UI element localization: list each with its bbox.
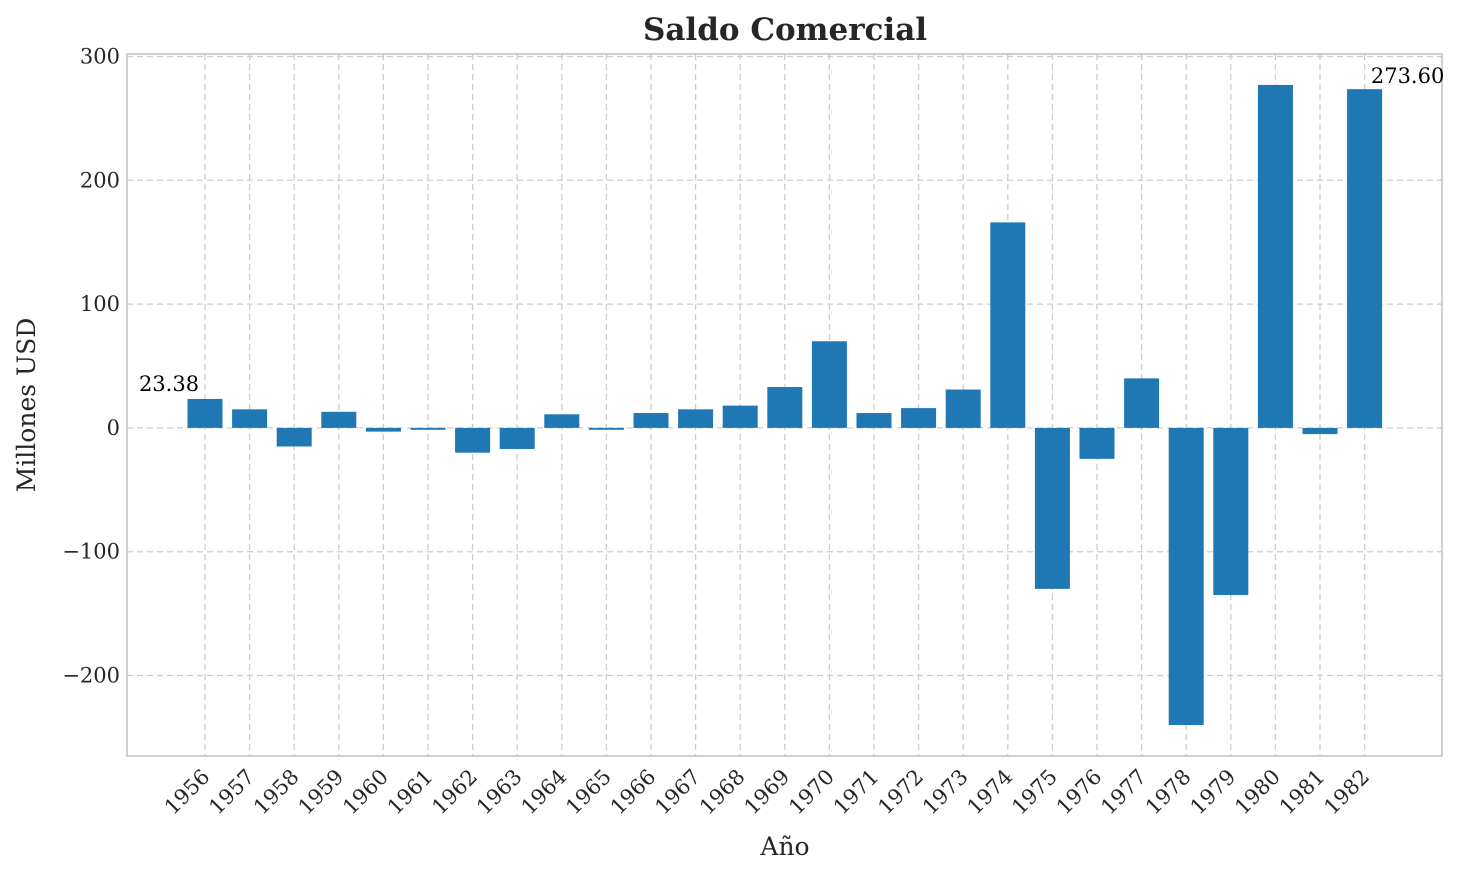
bar [321,411,357,428]
bar [856,413,892,428]
bar [1124,378,1160,428]
data-label: 23.38 [139,372,199,396]
bar [1347,89,1383,428]
bar [276,427,312,447]
bar [187,398,223,428]
y-tick-label: 200 [80,168,120,192]
y-tick-label: −200 [62,664,120,688]
bar [1302,427,1338,435]
bar [410,427,446,430]
x-axis-label: Año [759,832,809,861]
bar [990,222,1026,428]
bar [588,427,624,430]
bar [1213,427,1249,596]
bar [722,405,758,428]
bar [1257,84,1293,428]
bar [767,387,803,428]
bar [901,408,937,428]
bar [365,427,401,432]
bars [187,84,1383,726]
y-tick-label: 300 [80,44,120,68]
chart-title: Saldo Comercial [643,12,927,48]
y-tick-label: 100 [80,292,120,316]
y-tick-label: 0 [107,416,120,440]
data-label: 273.60 [1371,64,1444,88]
bar [1034,427,1070,589]
bar [499,427,535,449]
bar [811,341,847,428]
bar [232,409,268,428]
bar [945,389,981,428]
y-axis-ticks: −200 −100 0 100 200 300 [62,44,120,687]
bar [633,413,669,428]
plot-frame [126,53,1443,757]
bar [1079,427,1115,459]
data-labels: 23.38 273.60 [139,64,1444,396]
bar [678,409,714,428]
y-tick-label: −100 [62,540,120,564]
bar [455,427,491,453]
bar [544,414,580,428]
y-axis-label: Millones USD [12,318,41,493]
bar [1168,427,1204,726]
